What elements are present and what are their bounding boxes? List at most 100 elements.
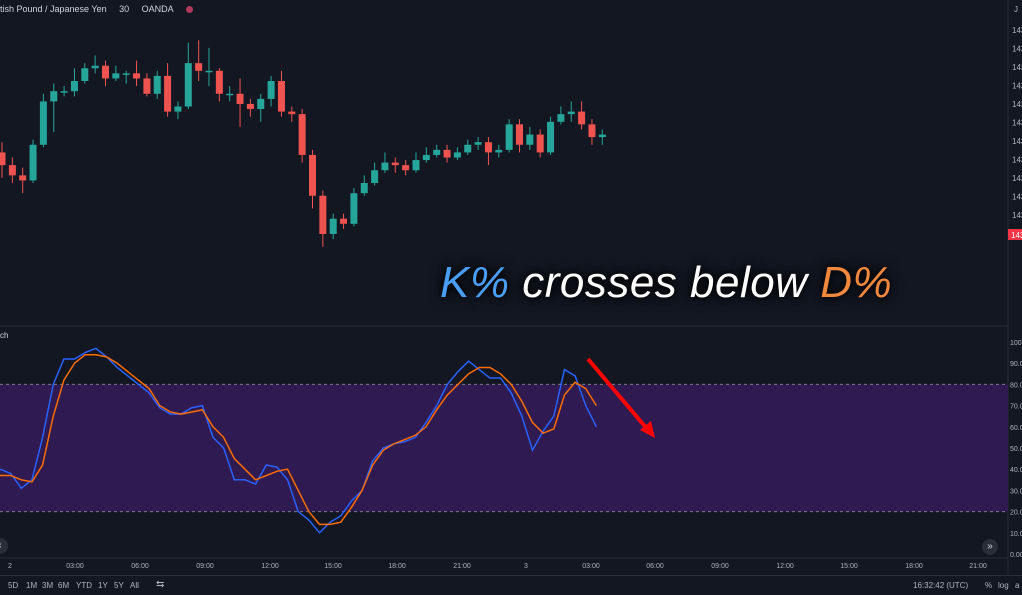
candle-body [0, 152, 6, 166]
annotation-d: D% [820, 258, 893, 307]
candle-body [557, 114, 565, 122]
candle-body [267, 81, 275, 99]
stoch-band [0, 384, 1008, 512]
candle-body [143, 78, 151, 94]
clock[interactable]: 16:32:42 (UTC) [913, 581, 969, 590]
percent-toggle[interactable]: % [985, 581, 993, 590]
chart-header: tish Pound / Japanese Yen 30 OANDA [0, 4, 203, 14]
stoch-tick-label: 90.0 [1010, 361, 1022, 368]
candle-body [257, 98, 265, 110]
time-tick-label: 18:00 [905, 563, 923, 570]
scroll-left-icon[interactable]: ‹ [0, 538, 8, 554]
time-tick-label: 2 [8, 563, 12, 570]
stoch-tick-label: 10.0 [1010, 531, 1022, 538]
time-tick-label: 3 [524, 563, 528, 570]
range-3m[interactable]: 3M [42, 581, 54, 590]
candle-body [340, 218, 348, 224]
candle-body [381, 162, 389, 171]
price-tick-label: 143 [1012, 137, 1022, 146]
candle-body [360, 183, 368, 194]
candle-body [516, 124, 523, 145]
d-line [0, 353, 598, 526]
range-5d[interactable]: 5D [8, 581, 19, 590]
candle-body [39, 101, 47, 145]
candle-body [443, 149, 451, 158]
candle-body [153, 75, 161, 94]
candle-body [536, 134, 544, 153]
price-tick-label: 143 [1012, 174, 1022, 183]
candle-body [195, 63, 203, 71]
price-tick-label: 143 [1012, 156, 1022, 165]
time-tick-label: 09:00 [196, 563, 214, 570]
interval-label[interactable]: 30 [119, 4, 130, 14]
time-tick-label: 06:00 [646, 563, 664, 570]
auto-toggle[interactable]: a [1015, 581, 1020, 590]
time-tick-label: 21:00 [969, 563, 987, 570]
annotation-text: K% crosses below D% [440, 258, 892, 308]
candle-body [226, 93, 234, 96]
range-1m[interactable]: 1M [26, 581, 38, 590]
candle-body [309, 154, 316, 196]
indicator-label[interactable]: ch [0, 331, 9, 340]
candle-body [205, 70, 213, 73]
candle-body [484, 142, 492, 153]
candle-body [547, 121, 555, 153]
stoch-tick-label: 80.0 [1010, 382, 1022, 389]
stoch-tick-label: 70.0 [1010, 404, 1022, 411]
scroll-right-icon[interactable]: » [982, 539, 998, 555]
time-tick-label: 18:00 [388, 563, 406, 570]
candle-body [184, 63, 192, 107]
candle-body [60, 91, 68, 93]
candle-body [133, 73, 141, 79]
stoch-tick-label: 0.00 [1010, 552, 1022, 559]
stoch-tick-label: 30.0 [1010, 488, 1022, 495]
candle-body [588, 124, 596, 138]
candle-body [350, 193, 358, 224]
candle-body [70, 81, 78, 92]
candle-body [112, 73, 120, 79]
k-line [0, 347, 598, 534]
candle-body [8, 165, 16, 176]
candle-body [236, 93, 244, 104]
annotation-mid: crosses below [509, 258, 821, 307]
candle-body [422, 154, 430, 161]
calendar-range-icon[interactable]: ⇆ [156, 579, 165, 590]
candle-body [598, 134, 606, 138]
range-5y[interactable]: 5Y [114, 581, 124, 590]
arrow-head [640, 421, 655, 438]
broker-label: OANDA [141, 4, 174, 14]
range-ytd[interactable]: YTD [76, 581, 92, 590]
candle-body [29, 144, 37, 181]
time-tick-label: 06:00 [131, 563, 149, 570]
symbol-name[interactable]: tish Pound / Japanese Yen [0, 4, 107, 14]
price-axis-currency: J [1014, 5, 1018, 14]
time-tick-label: 09:00 [711, 563, 729, 570]
candle-body [567, 111, 575, 115]
price-tag-label: 143 [1011, 231, 1022, 240]
time-tick-label: 15:00 [840, 563, 858, 570]
candle-body [277, 81, 285, 112]
candle-body [215, 70, 223, 94]
time-tick-label: 12:00 [261, 563, 279, 570]
time-tick-label: 15:00 [324, 563, 342, 570]
candle-body [122, 73, 130, 75]
candle-body [453, 152, 461, 158]
stoch-tick-label: 20.0 [1010, 510, 1022, 517]
candle-body [81, 68, 89, 81]
candle-body [19, 175, 27, 181]
arrow-line [586, 357, 650, 432]
candle-body [246, 103, 254, 110]
range-1y[interactable]: 1Y [98, 581, 108, 590]
range-all[interactable]: All [130, 581, 139, 590]
candle-body [329, 218, 337, 234]
candle-body [371, 170, 379, 183]
range-6m[interactable]: 6M [58, 581, 70, 590]
candle-body [464, 144, 472, 153]
annotation-k: K% [440, 258, 510, 307]
log-toggle[interactable]: log [998, 581, 1009, 590]
candle-body [164, 75, 172, 112]
price-tick-label: 143 [1012, 26, 1022, 35]
price-tick-label: 143 [1012, 211, 1022, 220]
candle-body [495, 149, 503, 153]
